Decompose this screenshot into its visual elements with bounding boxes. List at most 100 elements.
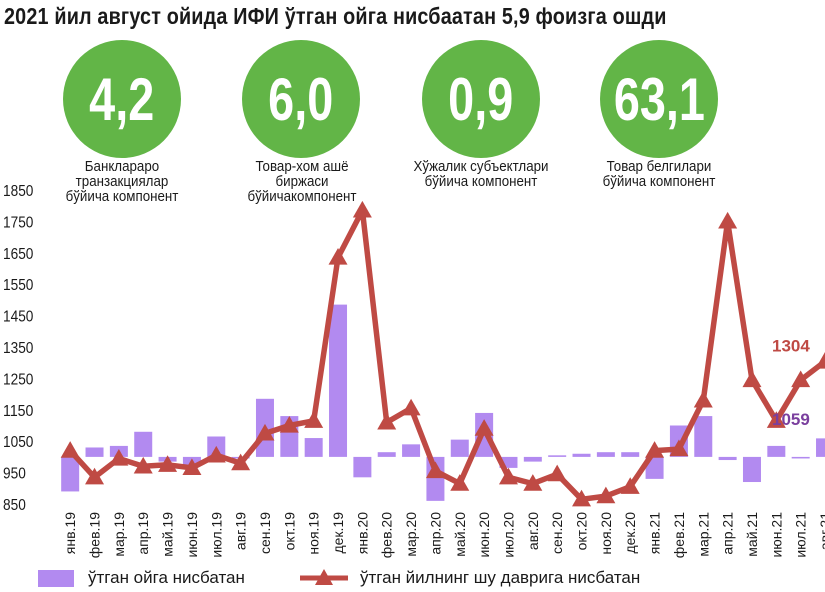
kpi-value: 0,9 [448, 65, 514, 133]
line-marker [328, 248, 348, 265]
kpi-value: 63,1 [613, 65, 705, 133]
bar [353, 456, 372, 478]
bar [742, 456, 761, 483]
bar [85, 447, 104, 457]
x-tick-label: июл.20 [500, 512, 516, 558]
kpi-circle-trademarks: 63,1 [600, 40, 718, 158]
line-marker [109, 448, 129, 466]
y-tick-label: 1750 [3, 214, 33, 231]
x-tick-label: апр.20 [427, 512, 443, 555]
bar [377, 452, 396, 457]
x-tick-label: май.20 [452, 512, 468, 557]
legend-item-bars: ўтган ойга нисбатан [38, 568, 245, 588]
legend-swatch-line [300, 569, 348, 585]
line-marker [425, 461, 445, 479]
line-marker [742, 370, 762, 388]
line-marker [401, 398, 421, 416]
x-tick-label: янв.19 [62, 512, 78, 554]
x-tick-label: фев.19 [87, 512, 103, 558]
x-tick-label: окт.20 [574, 512, 590, 551]
legend-item-line: ўтган йилнинг шу даврига нисбатан [298, 568, 640, 588]
line-marker [133, 456, 153, 474]
y-tick-label: 1650 [3, 246, 33, 263]
y-tick-label: 1050 [3, 434, 33, 451]
line-marker [158, 455, 178, 472]
line-marker [206, 445, 226, 463]
line-marker [182, 458, 202, 476]
x-tick-label: авг.20 [525, 512, 541, 550]
y-tick-label: 950 [3, 466, 26, 483]
y-tick-label: 1150 [3, 403, 33, 420]
bar [718, 456, 737, 461]
bar [61, 456, 80, 492]
bar [499, 456, 518, 468]
x-tick-label: мар.20 [403, 512, 419, 557]
bar [572, 453, 591, 457]
kpi-label-line: Банклараро [84, 159, 160, 175]
line-marker [620, 477, 640, 494]
bar [402, 444, 421, 457]
x-tick-label: фев.20 [379, 512, 395, 558]
kpi-label-line: биржаси бўйичакомпонент [247, 174, 357, 205]
x-tick-label: сен.20 [549, 512, 565, 554]
line-marker [450, 474, 470, 491]
line-marker [596, 486, 616, 504]
y-tick-label: 1550 [3, 277, 33, 294]
line-marker [815, 351, 825, 369]
bar [791, 456, 810, 459]
x-tick-label: мар.19 [111, 512, 127, 557]
x-tick-label: июн.21 [768, 512, 784, 558]
line-marker [766, 411, 786, 428]
x-tick-label: дек.20 [622, 512, 638, 554]
data-label-line-last: 1304 [772, 336, 810, 355]
line-marker [279, 416, 299, 433]
line-marker [352, 200, 372, 218]
kpi-label-trademarks: Товар белгилари бўйича компонент [585, 160, 732, 190]
bar [621, 452, 640, 457]
line-marker [669, 439, 689, 457]
bar [694, 416, 713, 457]
y-tick-label: 1850 [3, 183, 33, 200]
kpi-value: 6,0 [268, 65, 334, 133]
line-marker [498, 467, 518, 485]
chart-title: 2021 йил август ойида ИФИ ўтган ойга нис… [4, 3, 667, 29]
kpi-label-line: бўйича компонент [424, 174, 538, 190]
line-marker [474, 419, 494, 436]
y-tick-label: 1250 [3, 371, 33, 388]
x-tick-label: авг.19 [233, 512, 249, 550]
x-tick-label: апр.21 [720, 512, 736, 555]
bar [645, 456, 664, 479]
kpi-label-business-entities: Хўжалик субъектлари бўйича компонент [407, 160, 554, 190]
kpi-circle-interbank: 4,2 [63, 40, 181, 158]
line-marker [645, 441, 665, 458]
x-tick-label: апр.19 [135, 512, 151, 555]
line-marker [60, 441, 80, 458]
kpi-label-line: бўйича компонент [65, 189, 179, 205]
kpi-circle-business-entities: 0,9 [422, 40, 540, 158]
y-tick-label: 850 [3, 497, 26, 514]
line-marker [231, 453, 251, 471]
bar [548, 455, 567, 457]
x-tick-label: авг.21 [817, 512, 825, 550]
x-tick-label: май.19 [160, 512, 176, 557]
kpi-label-line: транзакциялар [75, 174, 169, 190]
line-marker [572, 489, 592, 507]
bar [450, 439, 469, 457]
kpi-label-interbank: Банклараро транзакциялар бўйича компонен… [48, 160, 195, 205]
line-marker [304, 411, 324, 428]
bar [134, 431, 153, 457]
line-marker [791, 370, 811, 388]
x-tick-label: фев.21 [671, 512, 687, 558]
legend-label-bars: ўтган ойга нисбатан [88, 568, 245, 587]
x-tick-label: мар.21 [695, 512, 711, 557]
x-tick-label: июл.21 [793, 512, 809, 558]
line-marker [523, 474, 543, 491]
bar [523, 456, 542, 462]
x-tick-label: окт.19 [281, 512, 297, 551]
x-tick-label: ноя.19 [306, 512, 322, 555]
kpi-label-line: бўйича компонент [602, 174, 716, 190]
x-tick-label: ноя.20 [598, 512, 614, 555]
line-marker [693, 390, 713, 408]
x-tick-label: дек.19 [330, 512, 346, 554]
